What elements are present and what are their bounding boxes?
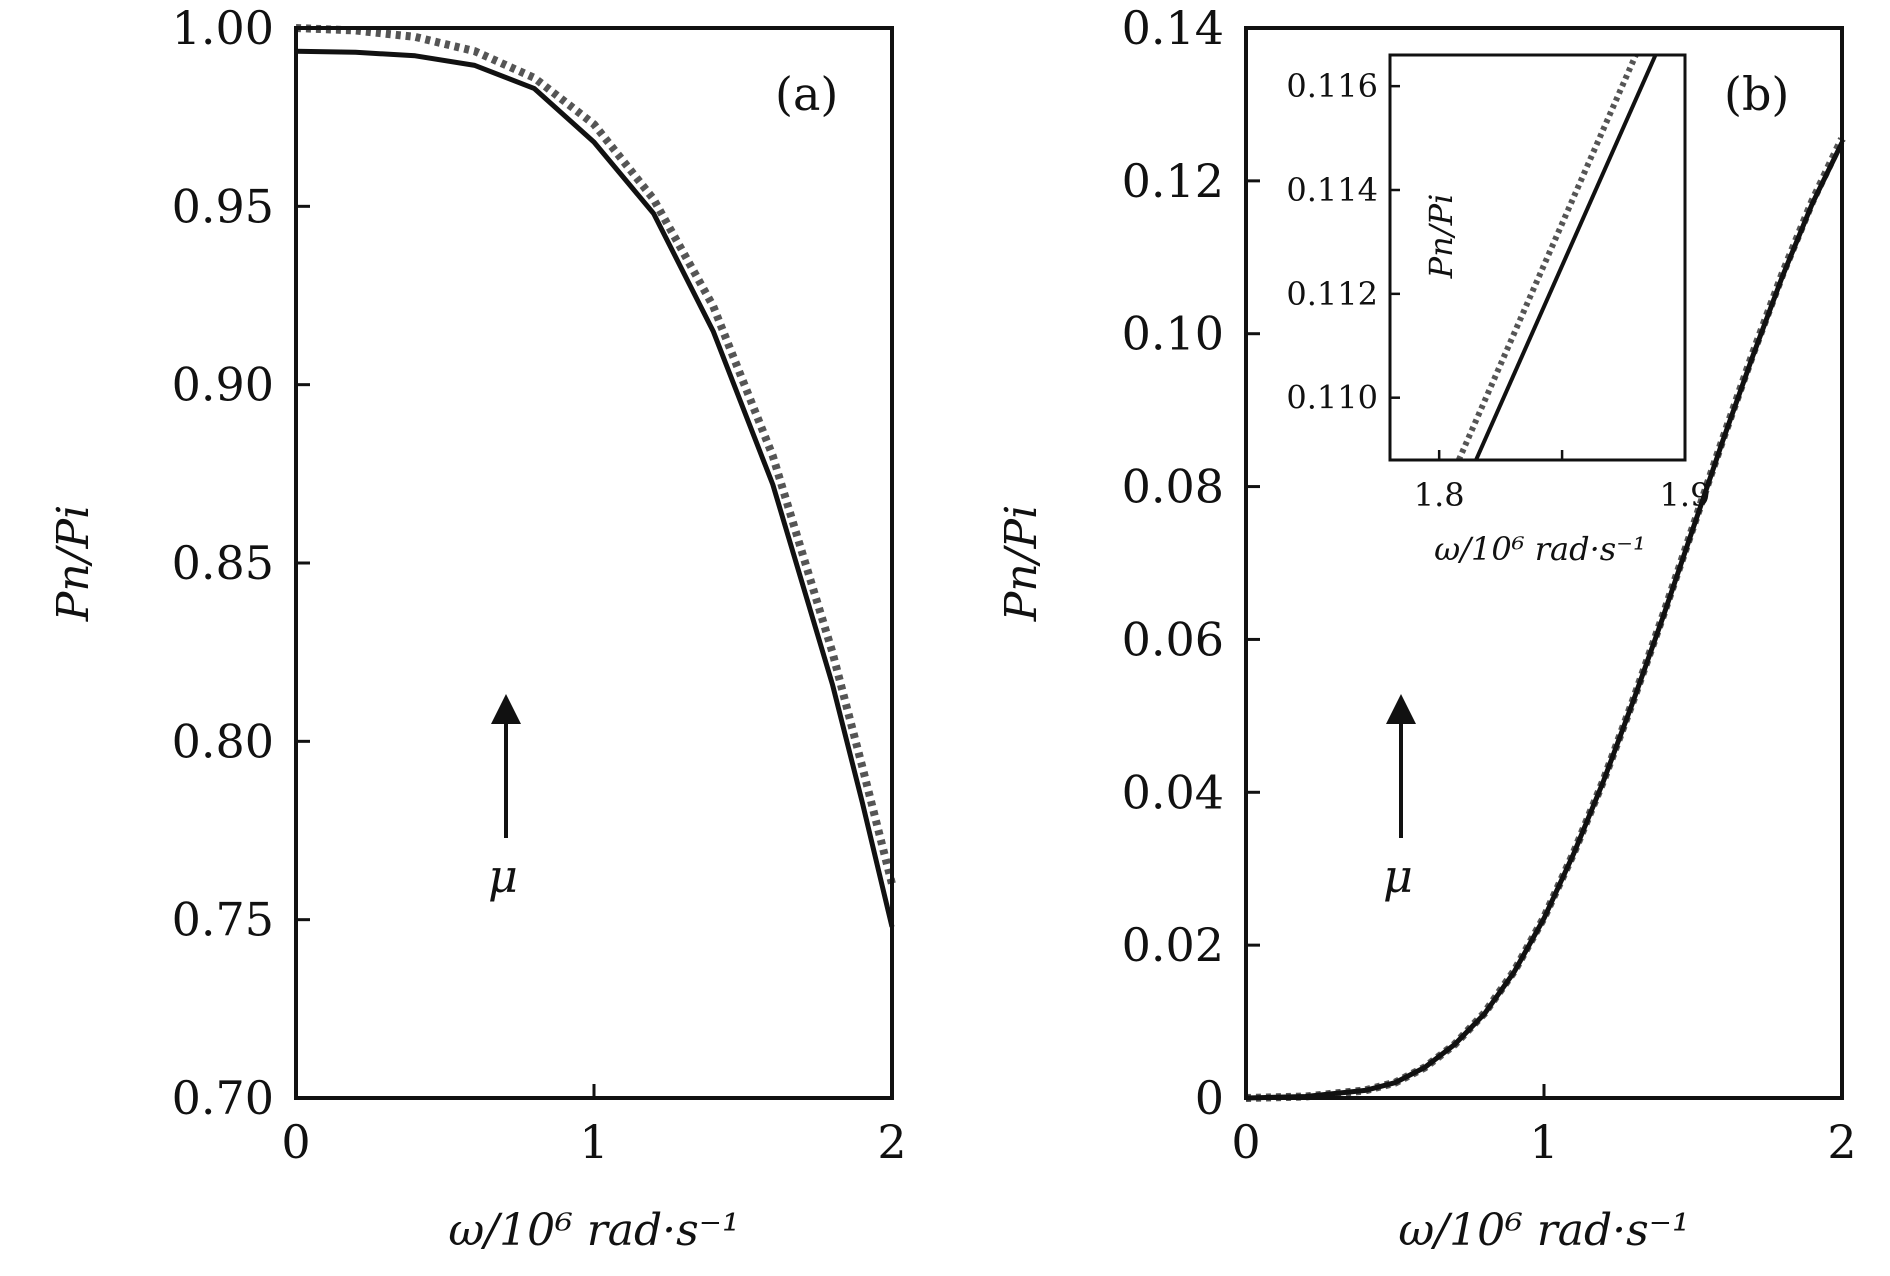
panel-b-yticks: 0 0.02 0.04 0.06 0.08 0.10 0.12 0.14 [1122, 1, 1260, 1125]
panel-a-arrow-label: μ [488, 849, 518, 903]
inset-frame [1388, 53, 1687, 462]
panel-a-xlabel: ω/10⁶ rad·s⁻¹ [448, 1205, 739, 1256]
panel-b-curves [1245, 137, 1846, 1102]
inset-xticks: 1.8 1.9 [1414, 450, 1711, 514]
i-series-dotted-1 [1456, 53, 1639, 462]
a-ytick-label: 0.90 [172, 358, 274, 412]
i-xtick-label: 1.9 [1660, 476, 1711, 514]
a-ytick-label: 0.80 [172, 714, 274, 768]
b-xtick-label: 1 [1529, 1115, 1558, 1169]
panel-a-frame [294, 26, 894, 1100]
panel-b-label: (b) [1724, 67, 1789, 121]
panel-a-label: (a) [775, 67, 838, 121]
a-series-dotted-1 [295, 24, 896, 885]
b-ytick-label: 0.04 [1122, 765, 1224, 819]
a-ytick-label: 0.75 [172, 893, 274, 947]
a-series-solid-0 [295, 48, 895, 928]
a-xtick-label: 1 [579, 1115, 608, 1169]
inset-yticks: 0.110 0.112 0.114 0.116 [1286, 67, 1400, 417]
panel-b-arrow-label: μ [1383, 849, 1413, 903]
b-ytick-label: 0.10 [1122, 307, 1224, 361]
inset-background [1390, 55, 1685, 460]
panel-a-yticks: 0.70 0.75 0.80 0.85 0.90 0.95 1.00 [172, 1, 310, 1125]
a-ytick-label: 0.85 [172, 536, 274, 590]
a-xtick-label: 2 [877, 1115, 906, 1169]
i-series-solid-0 [1474, 54, 1658, 461]
inset: 0.110 0.112 0.114 0.116 1.8 1.9 Pn/Pi ω/10⁶ … [1286, 53, 1711, 568]
b-ytick-label: 0.14 [1122, 1, 1224, 55]
b-series-solid-0 [1245, 141, 1845, 1101]
b-ytick-label: 0.02 [1122, 918, 1224, 972]
panel-b-frame [1244, 26, 1844, 1100]
a-ytick-label: 1.00 [172, 1, 274, 55]
b-ytick-label: 0 [1195, 1071, 1224, 1125]
panel-b-ylabel: Pn/Pi [996, 505, 1047, 622]
panel-b-xlabel: ω/10⁶ rad·s⁻¹ [1398, 1205, 1689, 1256]
i-ytick-label: 0.110 [1286, 379, 1378, 417]
panel-a-arrow [491, 694, 521, 838]
b-ytick-label: 0.12 [1122, 154, 1224, 208]
panel-b-xticks: 0 1 2 [1231, 1084, 1857, 1169]
panel-a-ylabel: Pn/Pi [48, 505, 99, 622]
b-xtick-label: 2 [1827, 1115, 1856, 1169]
panel-a-curves [295, 24, 896, 928]
i-xtick-label: 1.8 [1414, 476, 1465, 514]
a-ytick-label: 0.70 [172, 1071, 274, 1125]
i-ytick-label: 0.116 [1286, 67, 1378, 105]
panel-a: 0.70 0.75 0.80 0.85 0.90 0.95 1.00 0 1 2 (a) μ P… [48, 1, 907, 1256]
b-xtick-label: 0 [1231, 1115, 1260, 1169]
i-ytick-label: 0.112 [1286, 275, 1378, 313]
b-ytick-label: 0.08 [1122, 460, 1224, 514]
inset-curves [1456, 53, 1658, 462]
panel-b-arrow [1386, 694, 1416, 838]
a-ytick-label: 0.95 [172, 179, 274, 233]
b-ytick-label: 0.06 [1122, 612, 1224, 666]
inset-ylabel: Pn/Pi [1422, 194, 1460, 280]
i-ytick-label: 0.114 [1286, 171, 1378, 209]
a-xtick-label: 0 [281, 1115, 310, 1169]
inset-xlabel: ω/10⁶ rad·s⁻¹ [1434, 530, 1646, 568]
